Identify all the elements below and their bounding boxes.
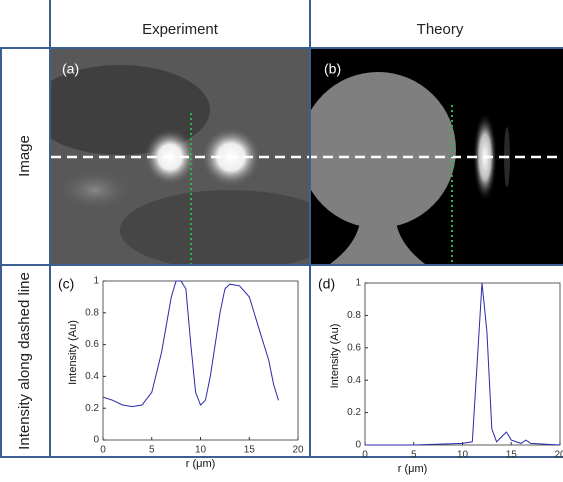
row-header: Image <box>16 135 33 177</box>
x-axis-label: r (μm) <box>398 463 428 475</box>
x-tick-label: 0 <box>362 450 368 461</box>
column-header: Theory <box>417 21 464 38</box>
y-tick-label: 0.4 <box>85 371 99 382</box>
panel-label: (b) <box>324 61 341 77</box>
x-tick-label: 15 <box>244 445 256 456</box>
x-axis-label: r (μm) <box>186 458 216 470</box>
panel-label: (a) <box>62 61 79 77</box>
x-tick-label: 15 <box>506 450 518 461</box>
x-tick-label: 0 <box>100 445 106 456</box>
y-tick-label: 0.6 <box>347 342 361 353</box>
column-header: Experiment <box>142 21 219 38</box>
y-tick-label: 0.2 <box>347 407 361 418</box>
y-tick-label: 0.8 <box>85 307 99 318</box>
y-tick-label: 0 <box>355 440 361 451</box>
panel-label: (c) <box>58 276 74 292</box>
y-tick-label: 0.2 <box>85 403 99 414</box>
y-tick-label: 0.4 <box>347 375 361 386</box>
plot-area <box>364 282 561 446</box>
data-line <box>102 280 279 408</box>
data-line <box>365 282 561 446</box>
x-tick-label: 10 <box>195 445 207 456</box>
panel-label: (d) <box>318 276 335 292</box>
row-header: Intensity along dashed line <box>16 272 33 450</box>
y-tick-label: 0 <box>93 435 99 446</box>
frame <box>0 0 563 458</box>
x-tick-label: 5 <box>411 450 417 461</box>
y-tick-label: 1 <box>93 276 99 287</box>
y-tick-label: 1 <box>355 278 361 289</box>
experiment-image <box>51 49 309 264</box>
x-tick-label: 20 <box>292 445 304 456</box>
x-tick-label: 10 <box>457 450 469 461</box>
x-tick-label: 5 <box>149 445 155 456</box>
y-axis-label: Intensity (Au) <box>329 324 341 389</box>
y-axis-label: Intensity (Au) <box>67 320 79 385</box>
y-tick-label: 0.6 <box>85 339 99 350</box>
x-tick-label: 20 <box>554 450 563 461</box>
y-tick-label: 0.8 <box>347 310 361 321</box>
